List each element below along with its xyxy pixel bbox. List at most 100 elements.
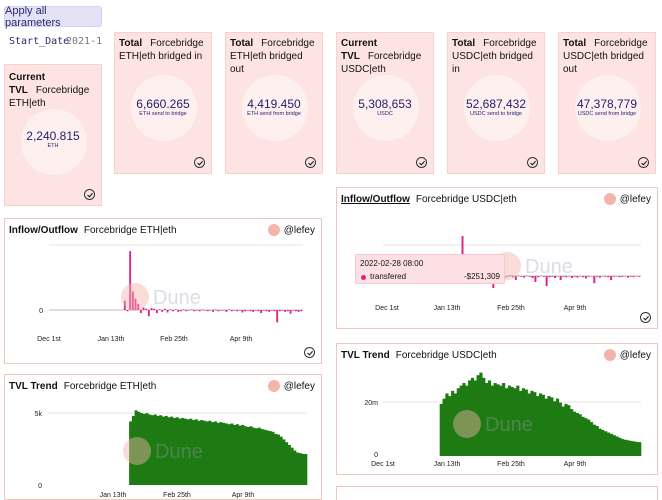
bar	[189, 418, 193, 485]
bar	[224, 423, 228, 485]
panel-title: TVL Trend Forcebridge ETH|eth	[9, 381, 157, 392]
bar	[196, 310, 198, 311]
check-icon	[638, 157, 649, 168]
bar	[211, 422, 215, 485]
bar	[287, 444, 291, 485]
tvl-eth-chart: 0 5k Jan 13th Feb 25th Apr 9th Dune	[35, 410, 308, 499]
bar	[610, 276, 613, 280]
bar	[262, 310, 265, 311]
bar	[268, 431, 272, 485]
bar	[220, 310, 222, 311]
bar	[126, 310, 129, 312]
bar	[158, 309, 161, 310]
bar	[227, 424, 231, 485]
bar	[506, 276, 509, 277]
panel-user[interactable]: @lefey	[603, 349, 651, 361]
bar	[612, 435, 616, 456]
start-date-input[interactable]: 2021-12	[66, 36, 102, 47]
bar	[544, 398, 548, 456]
bar	[485, 383, 489, 456]
bar	[465, 385, 469, 456]
bar	[604, 431, 608, 456]
bar	[134, 298, 137, 310]
bar	[473, 380, 477, 456]
apply-all-parameters-button[interactable]: Apply all parameters	[4, 5, 102, 29]
bar	[150, 308, 153, 310]
bar	[206, 310, 209, 312]
bar	[147, 310, 150, 317]
bar	[527, 393, 531, 456]
panel-user[interactable]: @lefey	[267, 380, 315, 392]
bar	[233, 310, 236, 311]
counter-value: 6,660.265	[136, 97, 190, 111]
x-tick-label: Feb 25th	[160, 336, 188, 343]
bar	[519, 390, 523, 456]
bar	[301, 453, 305, 485]
bar	[137, 411, 141, 485]
bar	[290, 447, 294, 485]
counter-total-usdc-bridged-in: Total Forcebridge USDC|eth bridged in 52,…	[447, 32, 545, 174]
bar	[153, 308, 156, 310]
bar	[292, 310, 295, 311]
bar	[241, 310, 244, 313]
x-tick-label: Jan 13th	[434, 461, 461, 468]
bar	[482, 377, 486, 456]
bar	[192, 420, 196, 485]
bar	[254, 310, 257, 311]
bar	[182, 309, 185, 310]
counter-current-tvl-eth: Current TVL Forcebridge ETH|eth 2,240.815…	[4, 64, 102, 206]
check-icon	[640, 312, 651, 323]
bar	[593, 276, 596, 284]
bar	[451, 390, 455, 456]
bar	[294, 310, 297, 312]
panel-user[interactable]: @lefey	[603, 193, 651, 205]
panel-next	[336, 486, 658, 500]
bar	[278, 310, 281, 312]
dune-watermark: Dune	[525, 256, 573, 278]
bar	[145, 413, 149, 485]
bar	[575, 413, 579, 456]
x-tick-label: Feb 25th	[497, 305, 525, 312]
bar	[551, 276, 554, 277]
bar	[265, 430, 269, 485]
bar	[265, 310, 268, 312]
bar	[587, 419, 591, 456]
bar	[216, 422, 220, 485]
counter-value: 47,378,779	[576, 97, 638, 111]
dune-watermark: Dune	[153, 287, 201, 309]
bar	[273, 310, 276, 312]
bar	[601, 429, 605, 456]
bar	[246, 310, 249, 311]
bar	[238, 425, 242, 485]
bar	[194, 419, 198, 485]
bar	[572, 411, 577, 456]
bar	[632, 276, 635, 278]
x-tick-label: Apr 9th	[564, 305, 587, 312]
check-icon	[84, 189, 95, 200]
bar	[570, 409, 574, 456]
bar	[547, 396, 551, 456]
bar	[131, 291, 134, 310]
bar	[589, 422, 594, 456]
dune-watermark: Dune	[485, 414, 533, 436]
bar	[167, 417, 171, 485]
bar	[300, 310, 303, 312]
x-tick-label: Feb 25th	[497, 461, 525, 468]
bar	[188, 310, 190, 311]
bar	[541, 394, 545, 456]
tvl-usdc-chart: 0 20m Dec 1st Jan 13th Feb 25th Apr 9th Dune	[364, 372, 642, 468]
bar	[520, 276, 523, 277]
bar	[512, 276, 514, 278]
bar	[175, 417, 179, 485]
counter-total-eth-bridged-out: Total Forcebridge ETH|eth bridged out 4,4…	[225, 32, 323, 174]
bar	[233, 424, 237, 485]
bar	[550, 397, 554, 456]
bar	[468, 380, 472, 456]
bar	[183, 418, 187, 485]
panel-user[interactable]: @lefey	[267, 224, 315, 236]
dune-logo-icon	[121, 283, 149, 311]
bar	[257, 427, 261, 485]
bar	[172, 417, 176, 485]
bar	[204, 310, 206, 311]
bar	[533, 392, 537, 456]
